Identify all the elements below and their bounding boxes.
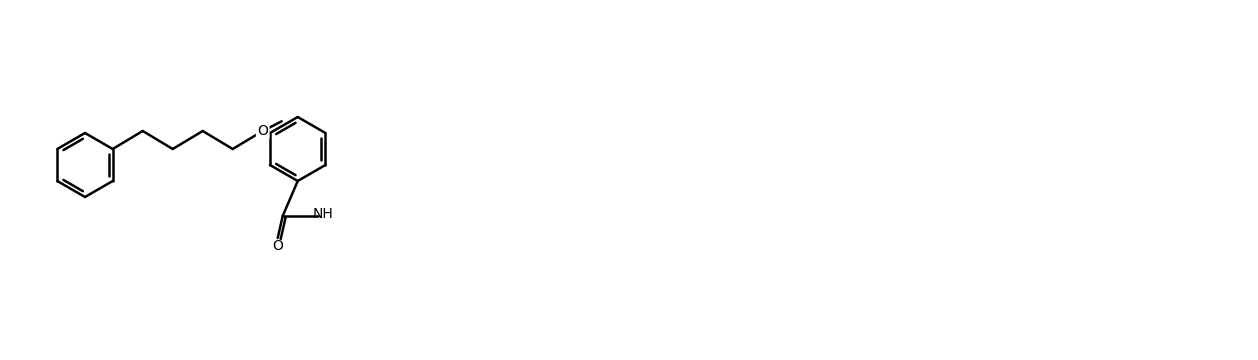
- Text: NH: NH: [312, 207, 333, 221]
- Text: O: O: [272, 239, 283, 253]
- Text: O: O: [258, 124, 268, 138]
